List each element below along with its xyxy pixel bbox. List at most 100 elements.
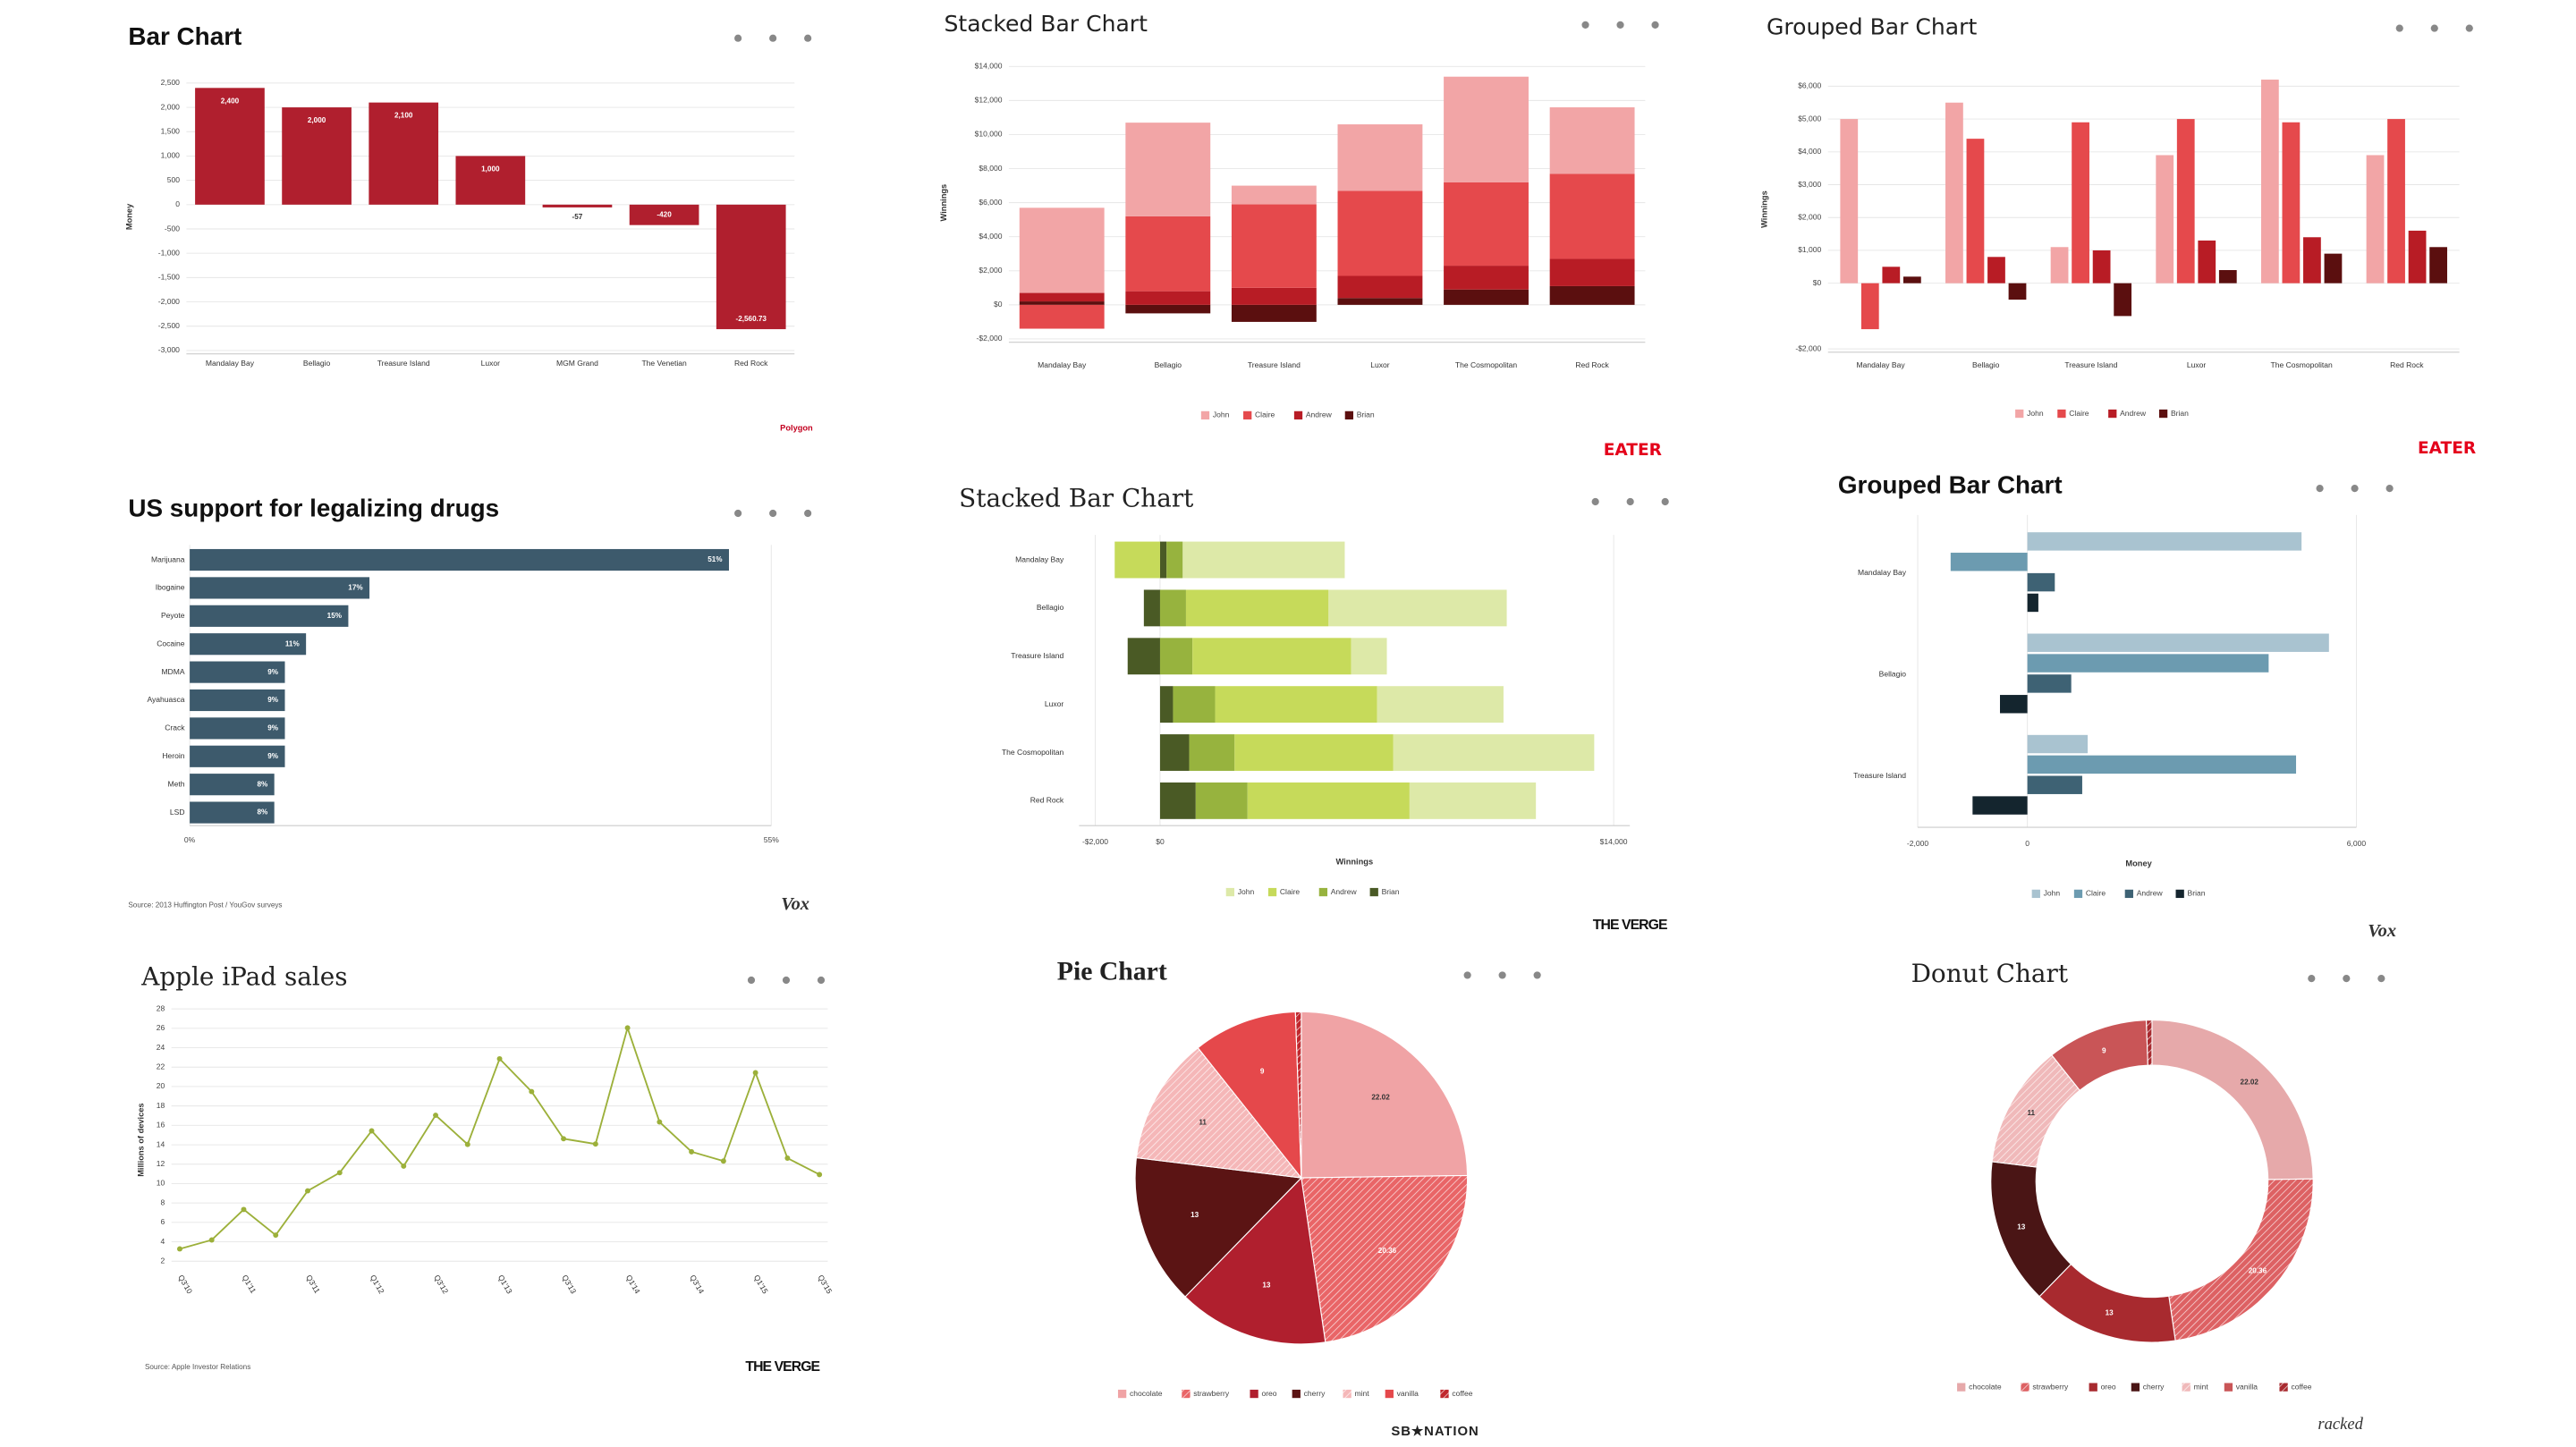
point	[464, 1141, 470, 1147]
value-label: -2,560.73	[735, 315, 767, 323]
share-icon[interactable]	[1498, 971, 1506, 979]
bar-segment	[1114, 541, 1160, 579]
share-icon[interactable]	[1661, 497, 1669, 506]
share-icon[interactable]	[804, 34, 812, 42]
y-tick-label: 2,000	[161, 102, 181, 111]
legend-swatch	[1440, 1389, 1449, 1399]
bar	[2429, 247, 2447, 283]
value-label: 9%	[267, 696, 279, 704]
value-label: 8%	[257, 808, 268, 817]
share-icon[interactable]	[804, 509, 812, 518]
legend-swatch	[1292, 1389, 1301, 1399]
value-label: 9%	[267, 668, 279, 676]
share-icon[interactable]	[1616, 21, 1624, 29]
bar	[2282, 122, 2301, 283]
bar-segment	[1173, 686, 1216, 724]
slice-label: 22.02	[1371, 1093, 1390, 1101]
slice	[1197, 1011, 1302, 1180]
slice-label: 13	[2017, 1223, 2026, 1231]
value-label: 8%	[257, 780, 268, 788]
y-tick-label: Meth	[168, 779, 185, 788]
y-tick-label: 8	[160, 1197, 165, 1206]
bar-segment	[1125, 291, 1211, 305]
point	[273, 1232, 279, 1239]
share-icon[interactable]	[2465, 24, 2473, 32]
share-icon[interactable]	[2385, 485, 2394, 493]
bar-segment	[1019, 292, 1105, 302]
share-icon[interactable]	[2343, 975, 2351, 983]
legend-swatch	[2182, 1383, 2190, 1392]
bar	[1950, 553, 2028, 571]
share-icon[interactable]	[2308, 975, 2316, 983]
share-icon[interactable]	[769, 509, 777, 518]
bar-segment	[1125, 304, 1211, 314]
x-tick-label: 6,000	[2347, 839, 2367, 848]
x-tick-label: Bellagio	[1972, 360, 2000, 369]
bar-segment	[1125, 216, 1211, 292]
bar-segment	[1231, 304, 1317, 322]
bar	[2027, 654, 2269, 673]
slice-label: 9	[1260, 1068, 1265, 1076]
share-icon[interactable]	[2430, 24, 2438, 32]
bar	[2218, 269, 2237, 283]
legend-label: coffee	[2291, 1382, 2311, 1391]
share-icon[interactable]	[1581, 21, 1589, 29]
share-icon[interactable]	[1591, 497, 1599, 506]
share-icon[interactable]	[747, 976, 756, 985]
bar	[1902, 276, 1921, 283]
bar	[190, 689, 285, 712]
x-tick-label: Q3'12	[432, 1274, 450, 1296]
bar-segment	[1019, 301, 1105, 305]
brand-logo: Vox	[781, 894, 809, 914]
value-label: 2,100	[394, 112, 413, 120]
brand-logo: Polygon	[780, 424, 813, 433]
x-tick-label: Red Rock	[2390, 360, 2424, 369]
legend-swatch	[1243, 410, 1252, 420]
legend-swatch	[2089, 1383, 2097, 1392]
legend-swatch	[1225, 887, 1234, 897]
y-tick-label: 18	[157, 1101, 165, 1110]
share-icon[interactable]	[2377, 975, 2385, 983]
y-tick-label: -500	[165, 224, 180, 233]
legend-label: cherry	[1304, 1389, 1326, 1398]
legend-swatch	[2057, 409, 2066, 419]
share-icon[interactable]	[817, 976, 826, 985]
share-icon[interactable]	[2351, 485, 2359, 493]
bar	[2114, 283, 2132, 317]
legend-label: Brian	[2188, 889, 2206, 898]
share-icon[interactable]	[1533, 971, 1541, 979]
share-icon[interactable]	[1463, 971, 1471, 979]
y-tick-label: Treasure Island	[1853, 771, 1906, 780]
y-tick-label: 6	[160, 1217, 165, 1226]
bar-segment	[1549, 107, 1635, 174]
x-tick-label: Mandalay Bay	[1857, 360, 1906, 369]
share-icon[interactable]	[734, 509, 742, 518]
y-tick-label: 1,500	[161, 127, 181, 136]
legend-label: oreo	[1261, 1389, 1276, 1398]
source-note: Source: 2013 Huffington Post / YouGov su…	[128, 901, 282, 910]
share-icon[interactable]	[1626, 497, 1634, 506]
x-tick-label: Treasure Island	[2064, 360, 2117, 369]
y-tick-label: $8,000	[979, 164, 1002, 173]
bar	[190, 801, 275, 824]
bar-segment	[1019, 207, 1105, 293]
share-icon[interactable]	[769, 34, 777, 42]
legend-swatch	[1250, 1389, 1258, 1399]
brand-logo: SB★NATION	[1391, 1425, 1479, 1439]
legend-label: Andrew	[1331, 887, 1358, 896]
chart-title: Grouped Bar Chart	[1767, 14, 1977, 40]
y-tick-label: $2,000	[1798, 212, 1821, 221]
legend-label: oreo	[2101, 1382, 2116, 1391]
bar	[2027, 755, 2297, 774]
share-icon[interactable]	[2395, 24, 2403, 32]
share-icon[interactable]	[734, 34, 742, 42]
bar	[2027, 572, 2055, 592]
slice	[1134, 1156, 1303, 1298]
point	[241, 1206, 247, 1213]
bar-segment	[1444, 289, 1529, 305]
bar-segment	[1159, 589, 1186, 627]
bar-segment	[1234, 734, 1394, 771]
share-icon[interactable]	[782, 976, 791, 985]
share-icon[interactable]	[2316, 485, 2324, 493]
share-icon[interactable]	[1651, 21, 1659, 29]
